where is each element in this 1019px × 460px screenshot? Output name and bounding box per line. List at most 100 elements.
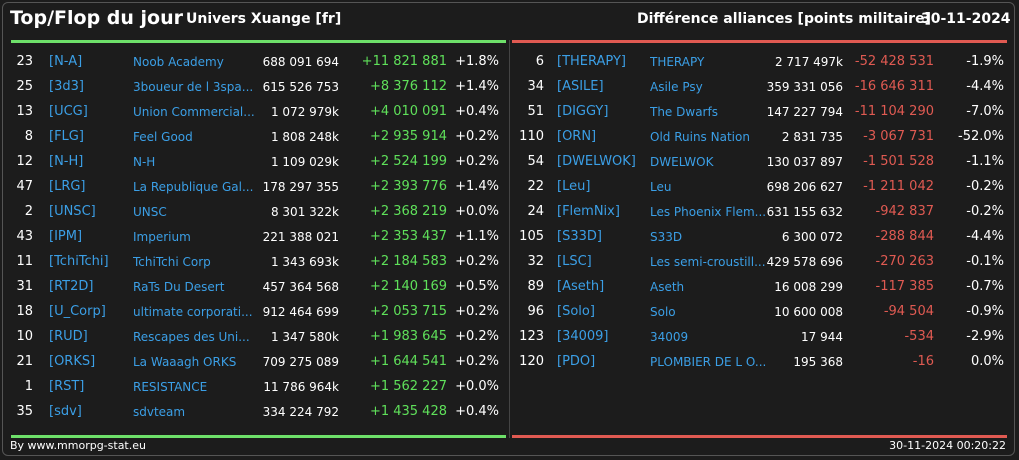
alliance-tag-link[interactable]: [RT2D] [49, 279, 94, 294]
top-losers-panel: 6 [THERAPY] THERAPY 2 717 497k -52 428 531 -1… [512, 40, 1007, 438]
points-value: 1 347 580k [270, 330, 339, 344]
alliance-tag-link[interactable]: [UNSC] [49, 204, 96, 219]
flop-row: 105 [S33D] S33D 6 300 072 -288 844 -4.4% [512, 224, 1007, 249]
points-value: 10 600 008 [774, 305, 843, 319]
difference-value: -52 428 531 [854, 54, 934, 69]
rank: 51 [527, 104, 544, 119]
percent-change: +0.0% [455, 204, 499, 219]
difference-value: +8 376 112 [369, 79, 447, 94]
alliance-tag-link[interactable]: [ASILE] [557, 79, 604, 94]
alliance-tag-link[interactable]: [Aseth] [557, 279, 605, 294]
alliance-name-link[interactable]: 34009 [650, 330, 689, 344]
alliance-name-link[interactable]: RESISTANCE [133, 380, 208, 394]
alliance-name-link[interactable]: Old Ruins Nation [650, 130, 750, 144]
alliance-name-link[interactable]: Leu [650, 180, 672, 194]
alliance-tag-link[interactable]: [S33D] [557, 229, 602, 244]
alliance-tag-link[interactable]: [ORN] [557, 129, 597, 144]
rank: 105 [519, 229, 544, 244]
percent-change: -7.0% [966, 104, 1004, 119]
flop-row: 123 [34009] 34009 17 944 -534 -2.9% [512, 324, 1007, 349]
difference-value: +2 140 169 [369, 279, 447, 294]
alliance-name-link[interactable]: TchiTchi Corp [133, 255, 211, 269]
rank: 31 [16, 279, 33, 294]
alliance-tag-link[interactable]: [LRG] [49, 179, 86, 194]
points-value: 1 808 248k [270, 130, 339, 144]
percent-change: -0.1% [966, 254, 1004, 269]
alliance-name-link[interactable]: S33D [650, 230, 683, 244]
alliance-name-link[interactable]: Feel Good [133, 130, 193, 144]
alliance-tag-link[interactable]: [LSC] [557, 254, 592, 269]
alliance-tag-link[interactable]: [34009] [557, 329, 609, 344]
rank: 8 [24, 129, 33, 144]
top-gainers-panel: 23 [N-A] Noob Academy 688 091 694 +11 821 88… [11, 40, 506, 438]
difference-value: +2 935 914 [369, 129, 447, 144]
difference-value: +2 184 583 [369, 254, 447, 269]
alliance-name-link[interactable]: Les semi-croustill... [650, 255, 766, 269]
rank: 54 [527, 154, 544, 169]
alliance-tag-link[interactable]: [U_Corp] [49, 304, 106, 319]
alliance-name-link[interactable]: Rescapes des Uni... [133, 330, 250, 344]
alliance-name-link[interactable]: THERAPY [650, 55, 705, 69]
alliance-name-link[interactable]: Union Commercial... [133, 105, 255, 119]
rank: 120 [519, 354, 544, 369]
alliance-name-link[interactable]: PLOMBIER DE L O... [650, 355, 767, 369]
alliance-name-link[interactable]: La Republique Gal... [133, 180, 254, 194]
rank: 25 [16, 79, 33, 94]
alliance-name-link[interactable]: RaTs Du Desert [133, 280, 225, 294]
difference-value: +2 393 776 [369, 179, 447, 194]
alliance-name-link[interactable]: UNSC [133, 205, 167, 219]
percent-change: -0.7% [966, 279, 1004, 294]
alliance-tag-link[interactable]: [TchiTchi] [49, 254, 109, 269]
percent-change: -1.9% [966, 54, 1004, 69]
alliance-name-link[interactable]: Noob Academy [133, 55, 224, 69]
alliance-tag-link[interactable]: [N-A] [49, 54, 83, 69]
top-row: 11 [TchiTchi] TchiTchi Corp 1 343 693k +2 18… [11, 249, 506, 274]
alliance-tag-link[interactable]: [RUD] [49, 329, 88, 344]
percent-change: +0.2% [455, 304, 499, 319]
alliance-tag-link[interactable]: [PDO] [557, 354, 596, 369]
alliance-tag-link[interactable]: [THERAPY] [557, 54, 626, 69]
alliance-name-link[interactable]: The Dwarfs [650, 105, 718, 119]
flop-row: 22 [Leu] Leu 698 206 627 -1 211 042 -0.2% [512, 174, 1007, 199]
alliance-name-link[interactable]: Solo [650, 305, 676, 319]
alliance-name-link[interactable]: Les Phoenix Flem... [650, 205, 767, 219]
alliance-tag-link[interactable]: [DWELWOK] [557, 154, 636, 169]
alliance-name-link[interactable]: ultimate corporati... [133, 305, 253, 319]
top-row: 23 [N-A] Noob Academy 688 091 694 +11 821 88… [11, 49, 506, 74]
flop-row: 51 [DIGGY] The Dwarfs 147 227 794 -11 104 29… [512, 99, 1007, 124]
alliance-name-link[interactable]: La Waaagh ORKS [133, 355, 237, 369]
column-divider [509, 40, 510, 438]
alliance-tag-link[interactable]: [ORKS] [49, 354, 96, 369]
alliance-name-link[interactable]: Aseth [650, 280, 685, 294]
points-value: 698 206 627 [766, 180, 843, 194]
alliance-tag-link[interactable]: [IPM] [49, 229, 83, 244]
percent-change: +1.1% [455, 229, 499, 244]
rank: 23 [16, 54, 33, 69]
alliance-tag-link[interactable]: [FlemNix] [557, 204, 620, 219]
alliance-tag-link[interactable]: [RST] [49, 379, 85, 394]
points-value: 2 717 497k [774, 55, 843, 69]
alliance-tag-link[interactable]: [3d3] [49, 79, 84, 94]
alliance-tag-link[interactable]: [N-H] [49, 154, 84, 169]
alliance-tag-link[interactable]: [DIGGY] [557, 104, 609, 119]
alliance-tag-link[interactable]: [sdv] [49, 404, 82, 419]
alliance-name-link[interactable]: DWELWOK [650, 155, 714, 169]
points-value: 615 526 753 [262, 80, 339, 94]
alliance-name-link[interactable]: N-H [133, 155, 156, 169]
top-row: 10 [RUD] Rescapes des Uni... 1 347 580k +1 9… [11, 324, 506, 349]
rank: 6 [535, 54, 544, 69]
header: Top/Flop du jour Univers Xuange [fr] Dif… [0, 0, 1019, 40]
flop-row: 110 [ORN] Old Ruins Nation 2 831 735 -3 067 … [512, 124, 1007, 149]
alliance-name-link[interactable]: 3boueur de l 3spa... [133, 80, 254, 94]
alliance-name-link[interactable]: sdvteam [133, 405, 186, 419]
top-row: 13 [UCG] Union Commercial... 1 072 979k +4 0… [11, 99, 506, 124]
flop-row: 89 [Aseth] Aseth 16 008 299 -117 385 -0.7% [512, 274, 1007, 299]
points-value: 195 368 [793, 355, 843, 369]
alliance-tag-link[interactable]: [FLG] [49, 129, 84, 144]
alliance-tag-link[interactable]: [UCG] [49, 104, 88, 119]
top-row: 18 [U_Corp] ultimate corporati... 912 464 6… [11, 299, 506, 324]
alliance-tag-link[interactable]: [Leu] [557, 179, 591, 194]
alliance-tag-link[interactable]: [Solo] [557, 304, 595, 319]
alliance-name-link[interactable]: Imperium [133, 230, 191, 244]
alliance-name-link[interactable]: Asile Psy [650, 80, 703, 94]
